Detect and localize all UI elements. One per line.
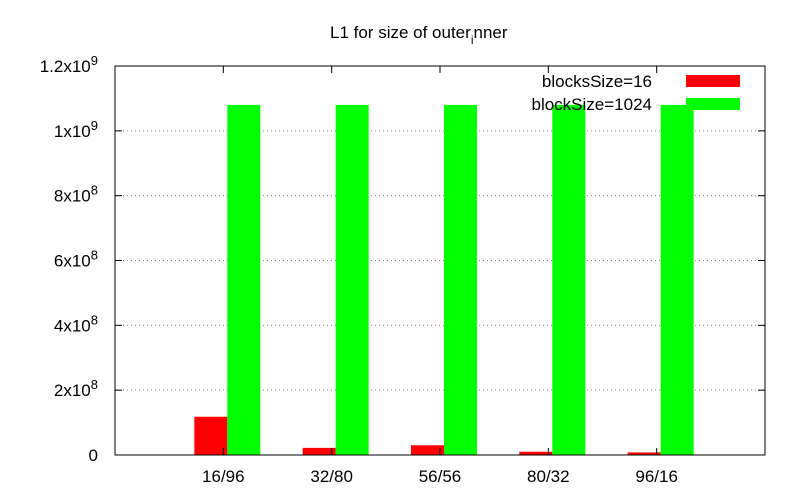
bar-blocksize-16 — [519, 451, 553, 455]
y-tick-label-base: 0 — [89, 446, 98, 465]
x-tick-label: 96/16 — [635, 467, 678, 486]
x-tick-label: 56/56 — [419, 467, 462, 486]
y-tick-label: 0 — [89, 446, 98, 465]
legend-label: blockSize=1024 — [531, 95, 652, 114]
y-tick-label: 2x108 — [54, 377, 98, 400]
bar-blocksize-16 — [194, 416, 228, 455]
y-tick-label-base: 8x10 — [54, 187, 91, 206]
y-tick-label-exponent: 9 — [91, 118, 98, 133]
chart-title-sub: i — [471, 33, 474, 47]
bars — [194, 104, 694, 456]
chart-title-tail: nner — [473, 23, 507, 42]
y-tick-label-exponent: 8 — [91, 183, 98, 198]
y-tick-label: 6x108 — [54, 248, 98, 271]
y-tick-label: 1.2x109 — [40, 53, 98, 76]
x-tick-label: 32/80 — [310, 467, 353, 486]
bar-blocksize-1024 — [227, 104, 261, 456]
bar-blocksize-16 — [411, 445, 444, 455]
bar-blocksize-1024 — [552, 104, 586, 456]
y-tick-label-exponent: 8 — [91, 248, 98, 263]
y-tick-label: 8x108 — [54, 183, 98, 206]
legend-swatch — [686, 98, 740, 110]
bar-blocksize-1024 — [335, 104, 369, 456]
bar-blocksize-1024 — [660, 104, 694, 456]
chart-title-main: L1 for size of outer — [330, 23, 471, 42]
y-tick-label-base: 6x10 — [54, 252, 91, 271]
y-tick-label-base: 4x10 — [54, 316, 91, 335]
x-tick-label: 80/32 — [527, 467, 570, 486]
bar-blocksize-16 — [302, 447, 336, 455]
legend-swatch — [686, 75, 740, 87]
y-tick-label-exponent: 8 — [91, 377, 98, 392]
legend-label: blocksSize=16 — [542, 72, 652, 91]
y-tick-label-base: 1x10 — [54, 122, 91, 141]
chart-title: L1 for size of outerinner — [330, 23, 508, 47]
bar-blocksize-16 — [627, 452, 661, 455]
y-tick-label-base: 2x10 — [54, 381, 91, 400]
x-axis: 16/96 32/80 56/56 80/32 96/16 — [202, 66, 678, 486]
bar-blocksize-1024 — [444, 104, 477, 456]
y-tick-label-exponent: 8 — [91, 312, 98, 327]
legend: blocksSize=16 blockSize=1024 — [531, 72, 740, 114]
y-tick-label: 1x109 — [54, 118, 98, 141]
y-tick-label: 4x108 — [54, 312, 98, 335]
grid-lines — [115, 130, 765, 391]
x-tick-label: 16/96 — [202, 467, 245, 486]
y-tick-label-exponent: 9 — [91, 53, 98, 68]
y-tick-label-base: 1.2x10 — [40, 57, 91, 76]
